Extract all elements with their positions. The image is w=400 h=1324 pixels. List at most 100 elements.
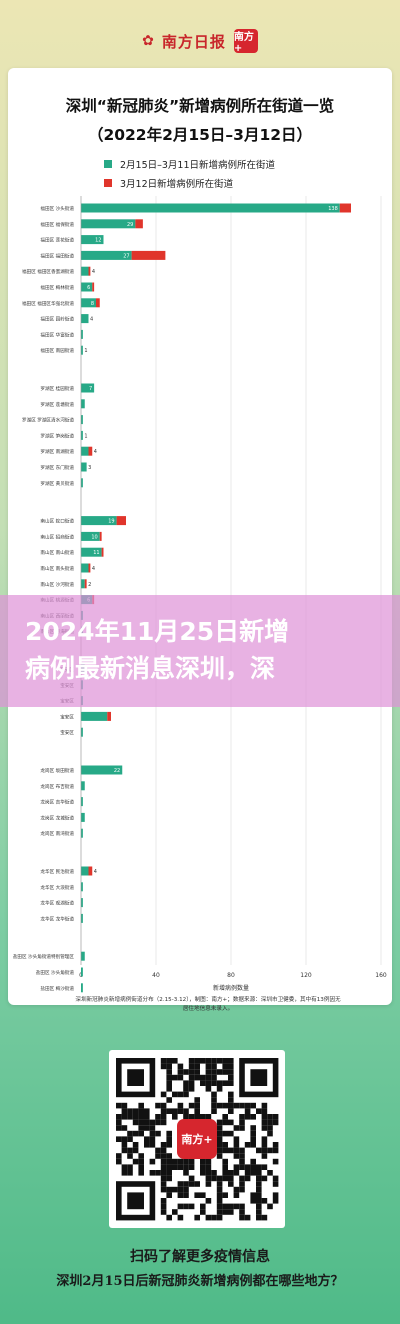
headline-banner[interactable]: 2024年11月25日新增 病例最新消息深圳，深 bbox=[0, 595, 400, 707]
qr-module bbox=[200, 1058, 206, 1064]
qr-module bbox=[194, 1114, 200, 1120]
qr-module bbox=[166, 1063, 172, 1070]
qr-module bbox=[177, 1063, 184, 1070]
qr-module bbox=[272, 1175, 279, 1182]
qr-module bbox=[233, 1102, 240, 1109]
qr-module bbox=[188, 1074, 195, 1081]
qr-module bbox=[239, 1158, 245, 1165]
qr-module bbox=[121, 1170, 128, 1176]
qr-finder bbox=[250, 1069, 268, 1086]
qr-module bbox=[239, 1119, 245, 1126]
legend-label-series1: 2月15日–3月11日新增病例所在街道 bbox=[120, 159, 276, 171]
qr-module bbox=[272, 1142, 279, 1148]
qr-module bbox=[250, 1164, 256, 1170]
qr-module bbox=[205, 1063, 212, 1070]
qr-module bbox=[188, 1058, 195, 1064]
qr-module bbox=[160, 1108, 167, 1114]
qr-module bbox=[172, 1058, 178, 1064]
qr-module bbox=[160, 1181, 167, 1187]
qr-module bbox=[160, 1164, 167, 1170]
category-label: 龙华区 大浪街道 bbox=[40, 884, 74, 891]
qr-module bbox=[166, 1214, 172, 1221]
qr-module bbox=[239, 1147, 245, 1154]
qr-module bbox=[166, 1074, 172, 1081]
bar-series2 bbox=[99, 531, 102, 541]
category-label: 龙岗区 南湾街道 bbox=[40, 830, 74, 837]
data-label: 4 bbox=[94, 869, 97, 875]
qr-module bbox=[177, 1158, 184, 1165]
bar-series2 bbox=[88, 446, 93, 456]
header: ✿ 南方日报 南方+ bbox=[0, 26, 400, 56]
qr-module bbox=[216, 1153, 223, 1159]
qr-module bbox=[188, 1080, 195, 1086]
qr-finder bbox=[127, 1069, 144, 1086]
legend-swatch-green bbox=[104, 159, 112, 168]
category-label: 南山区 沙河街道 bbox=[40, 581, 74, 588]
qr-module bbox=[138, 1164, 144, 1170]
bar-series1 bbox=[81, 415, 83, 425]
qr-module bbox=[239, 1181, 245, 1187]
qr-module bbox=[188, 1158, 195, 1165]
qr-module bbox=[121, 1102, 128, 1109]
qr-module bbox=[256, 1147, 262, 1154]
qr-module bbox=[166, 1186, 172, 1193]
qr-module bbox=[228, 1119, 234, 1126]
qr-module bbox=[222, 1147, 228, 1154]
qr-module bbox=[256, 1175, 262, 1182]
qr-module bbox=[211, 1080, 217, 1086]
qr-module bbox=[244, 1108, 251, 1114]
qr-module bbox=[132, 1147, 139, 1154]
legend-swatch-red bbox=[104, 178, 112, 187]
data-label: 19 bbox=[108, 519, 114, 525]
bar-series1 bbox=[81, 266, 89, 276]
qr-module bbox=[166, 1097, 172, 1103]
qr-module bbox=[160, 1175, 167, 1182]
qr-module bbox=[216, 1080, 223, 1086]
qr-module bbox=[239, 1153, 245, 1159]
qr-module bbox=[216, 1186, 223, 1193]
qr-module bbox=[144, 1119, 150, 1126]
qr-module bbox=[205, 1114, 212, 1120]
category-label: 福田区 福田区华强北街道 bbox=[22, 300, 74, 307]
qr-module bbox=[188, 1086, 195, 1092]
qr-module bbox=[211, 1102, 217, 1109]
qr-module bbox=[211, 1074, 217, 1081]
qr-module bbox=[261, 1164, 268, 1170]
qr-module bbox=[116, 1102, 122, 1109]
category-label: 盐田区 沙头角街道特别管理区 bbox=[13, 953, 75, 960]
x-tick-label: 40 bbox=[152, 972, 160, 979]
qr-module bbox=[138, 1108, 144, 1114]
qr-module bbox=[200, 1209, 206, 1215]
qr-module bbox=[200, 1074, 206, 1081]
qr-module bbox=[239, 1209, 245, 1215]
category-label: 盐田区 沙头角街道 bbox=[36, 969, 75, 976]
category-label: 罗湖区 罗湖区清水河街道 bbox=[22, 417, 74, 424]
category-label: 龙岗区 龙城街道 bbox=[40, 814, 74, 821]
qr-module bbox=[228, 1069, 234, 1075]
qr-module bbox=[250, 1158, 256, 1165]
qr-code[interactable]: 南方+ bbox=[109, 1050, 285, 1228]
qr-module bbox=[222, 1158, 228, 1165]
qr-module bbox=[144, 1114, 150, 1120]
qr-module bbox=[177, 1203, 184, 1210]
qr-module bbox=[194, 1192, 200, 1198]
qr-module bbox=[211, 1170, 217, 1176]
qr-module bbox=[183, 1158, 189, 1165]
qr-module bbox=[155, 1119, 161, 1126]
qr-module bbox=[183, 1080, 189, 1086]
qr-module bbox=[149, 1136, 156, 1142]
qr-module bbox=[211, 1097, 217, 1103]
qr-module bbox=[233, 1170, 240, 1176]
qr-module bbox=[155, 1102, 161, 1109]
qr-module bbox=[239, 1203, 245, 1210]
qr-module bbox=[149, 1158, 156, 1165]
bar-series1 bbox=[81, 898, 83, 908]
qr-module bbox=[160, 1147, 167, 1154]
qr-module bbox=[272, 1147, 279, 1154]
qr-module bbox=[222, 1164, 228, 1170]
qr-module bbox=[183, 1108, 189, 1114]
qr-module bbox=[166, 1080, 172, 1086]
qr-module bbox=[228, 1063, 234, 1070]
bar-series1 bbox=[81, 329, 83, 339]
qr-module bbox=[172, 1209, 178, 1215]
